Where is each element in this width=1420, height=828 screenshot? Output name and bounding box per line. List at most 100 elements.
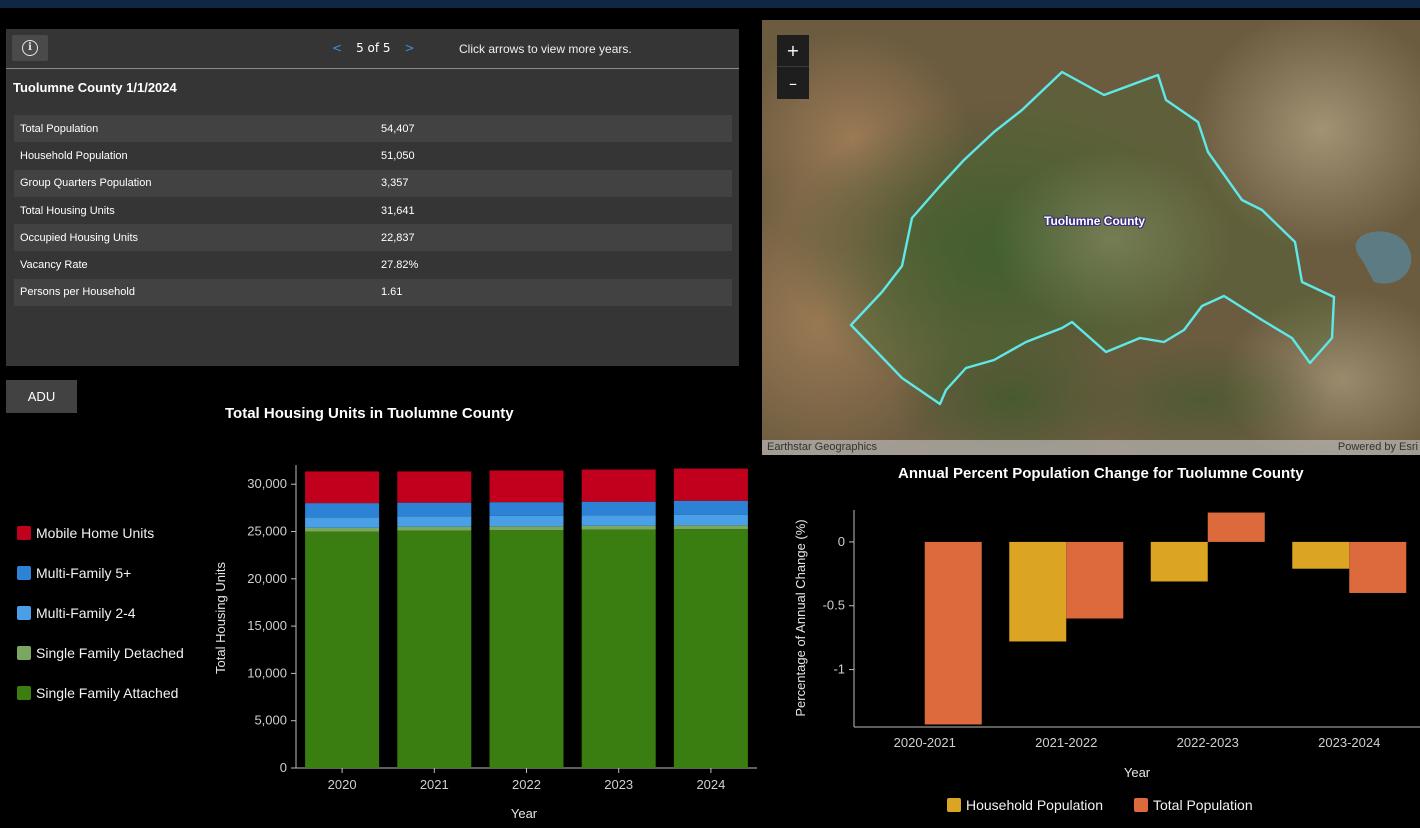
x-tick-label: 2020-2021 <box>894 735 956 750</box>
info-title: Tuolumne County 1/1/2024 <box>13 80 177 95</box>
bar[interactable] <box>1349 541 1407 593</box>
bar[interactable] <box>1009 541 1067 642</box>
stats-row: Total Housing Units 31,641 <box>14 197 732 224</box>
legend-label[interactable]: Household Population <box>966 797 1103 813</box>
y-tick-label: 30,000 <box>247 476 287 491</box>
top-bar <box>0 0 1420 8</box>
pager-count: 5 of 5 <box>356 41 391 55</box>
stats-label: Household Population <box>20 149 128 162</box>
bar-segment[interactable] <box>673 529 748 768</box>
y-tick-label: 25,000 <box>247 523 287 538</box>
map-imagery <box>762 20 1420 455</box>
info-button[interactable]: i <box>12 35 48 61</box>
pager-hint: Click arrows to view more years. <box>459 42 632 56</box>
x-tick-label: 2021 <box>420 777 449 792</box>
x-tick-label: 2020 <box>328 777 357 792</box>
bar-segment[interactable] <box>305 531 380 768</box>
legend-label[interactable]: Single Family Detached <box>36 645 184 661</box>
stats-label: Total Population <box>14 115 375 143</box>
legend-swatch[interactable] <box>947 798 961 812</box>
stats-value: 3,357 <box>375 169 732 197</box>
stats-row: Total Population 54,407 <box>14 115 732 143</box>
info-panel: i < 5 of 5 > Click arrows to view more y… <box>6 29 739 366</box>
attribution-right[interactable]: Powered by Esri <box>1337 441 1418 453</box>
bar[interactable] <box>1150 541 1208 582</box>
x-axis-title: Year <box>511 806 538 821</box>
legend-swatch[interactable] <box>1134 798 1148 812</box>
map-view[interactable]: Tuolumne County + – Earthstar Geographic… <box>762 20 1420 455</box>
x-tick-label: 2021-2022 <box>1035 735 1097 750</box>
pop-chart-title: Annual Percent Population Change for Tuo… <box>898 465 1304 482</box>
bar-segment[interactable] <box>397 516 472 527</box>
bar[interactable] <box>1292 541 1350 569</box>
chevron-left-icon[interactable]: < <box>332 41 343 55</box>
bar-segment[interactable] <box>305 517 380 528</box>
bar-segment[interactable] <box>397 471 472 503</box>
bar-segment[interactable] <box>397 502 472 517</box>
bar-segment[interactable] <box>673 468 748 501</box>
y-axis-title: Total Housing Units <box>213 562 228 674</box>
bar-segment[interactable] <box>581 469 656 502</box>
x-axis-title: Year <box>1124 765 1151 780</box>
legend-swatch[interactable] <box>17 686 31 700</box>
y-tick-label: 20,000 <box>247 571 287 586</box>
bar-segment[interactable] <box>489 470 564 503</box>
legend-label[interactable]: Mobile Home Units <box>36 525 154 541</box>
y-axis-title: Percentage of Annual Change (%) <box>793 519 808 716</box>
map-attribution: Earthstar Geographics Powered by Esri <box>762 440 1420 455</box>
bar-segment[interactable] <box>397 526 472 531</box>
attribution-left: Earthstar Geographics <box>767 441 878 453</box>
stats-value: 31,641 <box>381 204 415 217</box>
bar-segment[interactable] <box>397 530 472 768</box>
bar-segment[interactable] <box>581 515 656 526</box>
bar-segment[interactable] <box>489 530 564 768</box>
county-outline <box>849 70 1336 406</box>
legend-swatch[interactable] <box>17 646 31 660</box>
stats-value: 27.82% <box>381 259 419 272</box>
bar-segment[interactable] <box>581 529 656 768</box>
legend-label[interactable]: Single Family Attached <box>36 685 178 701</box>
bar-segment[interactable] <box>673 514 748 526</box>
legend-swatch[interactable] <box>17 566 31 580</box>
stats-row: Occupied Housing Units 22,837 <box>14 224 732 252</box>
zoom-in-button[interactable]: + <box>777 35 809 67</box>
chevron-right-icon[interactable]: > <box>404 41 415 55</box>
bar-segment[interactable] <box>305 503 380 518</box>
bar-segment[interactable] <box>489 515 564 527</box>
bar-segment[interactable] <box>673 500 748 515</box>
zoom-out-button[interactable]: – <box>789 73 797 93</box>
bar[interactable] <box>1066 541 1124 619</box>
bar[interactable] <box>1207 512 1265 542</box>
bar-segment[interactable] <box>305 527 380 532</box>
bar-segment[interactable] <box>489 526 564 531</box>
y-tick-label: -0.5 <box>823 598 845 613</box>
bar-segment[interactable] <box>581 525 656 530</box>
bar-segment[interactable] <box>305 471 380 504</box>
legend-label[interactable]: Multi-Family 2-4 <box>36 605 136 621</box>
legend-label[interactable]: Multi-Family 5+ <box>36 565 131 581</box>
stats-row: Vacancy Rate 27.82% <box>14 251 732 278</box>
stats-value: 51,050 <box>381 149 415 162</box>
info-header: i < 5 of 5 > Click arrows to view more y… <box>6 29 739 69</box>
stats-row: Group Quarters Population 3,357 <box>14 169 732 197</box>
bar-segment[interactable] <box>489 502 564 516</box>
bar-segment[interactable] <box>581 501 656 516</box>
x-tick-label: 2023 <box>604 777 633 792</box>
x-tick-label: 2022 <box>512 777 541 792</box>
legend-swatch[interactable] <box>17 526 31 540</box>
y-tick-label: -1 <box>833 662 845 677</box>
lake-shape <box>1355 231 1412 284</box>
housing-chart-title: Total Housing Units in Tuolumne County <box>225 405 514 422</box>
stats-value: 1.61 <box>375 278 732 307</box>
y-tick-label: 0 <box>280 760 287 775</box>
bar[interactable] <box>924 541 982 725</box>
info-icon: i <box>22 40 38 56</box>
adu-button[interactable]: ADU <box>6 380 77 413</box>
stats-label: Vacancy Rate <box>20 259 88 272</box>
stats-value: 54,407 <box>375 115 732 143</box>
legend-label[interactable]: Total Population <box>1153 797 1253 813</box>
bar-segment[interactable] <box>673 525 748 530</box>
legend-swatch[interactable] <box>17 606 31 620</box>
y-tick-label: 15,000 <box>247 618 287 633</box>
stats-row: Household Population 51,050 <box>14 142 732 169</box>
